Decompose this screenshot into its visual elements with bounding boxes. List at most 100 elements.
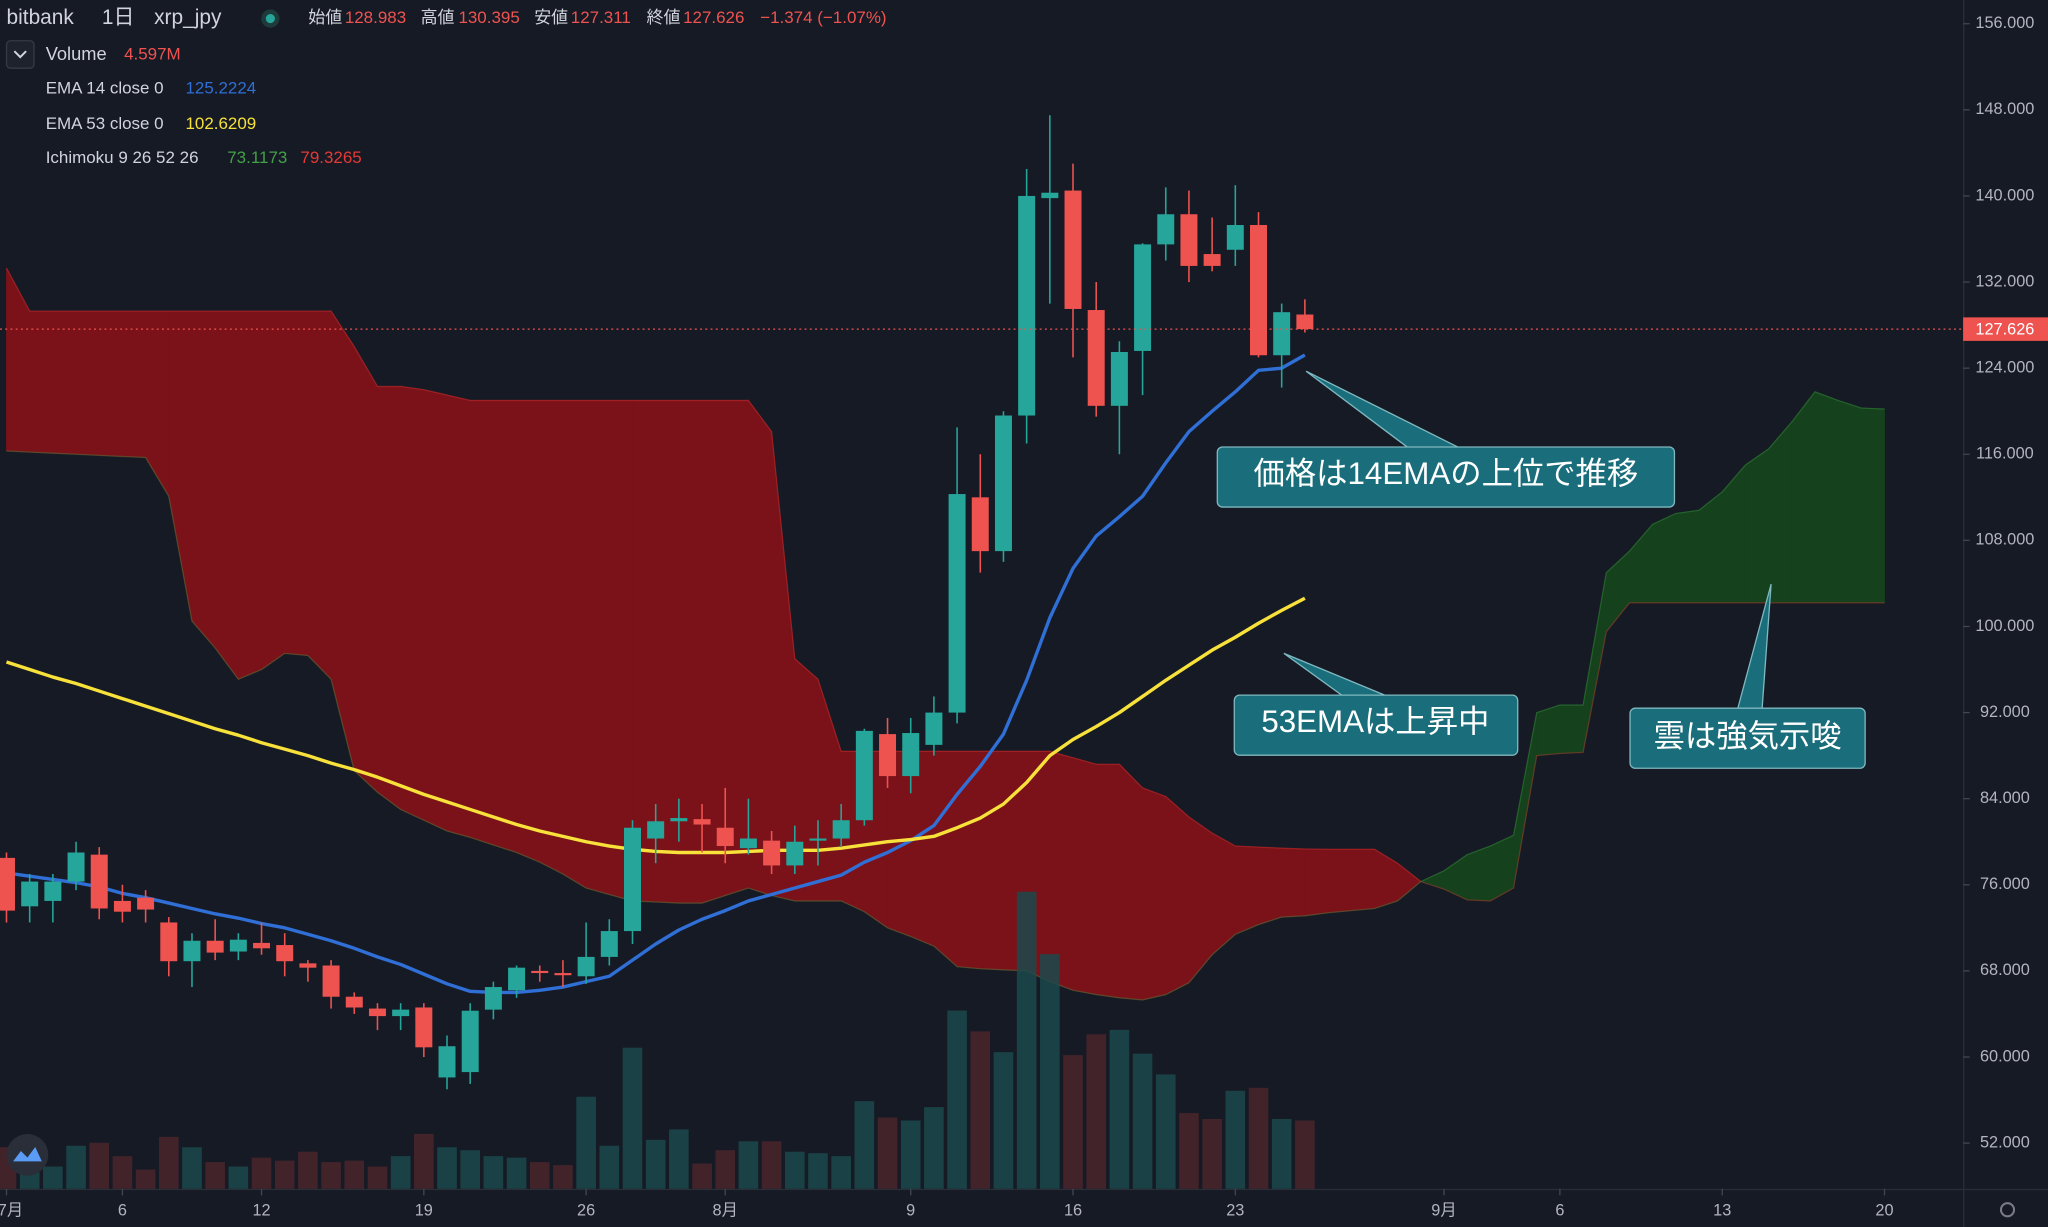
- volume-bar: [669, 1129, 689, 1189]
- ichimoku-line: [6, 391, 1885, 1001]
- cloud-segment: [585, 400, 610, 895]
- cloud-segment: [1188, 816, 1213, 984]
- cloud-segment: [1652, 512, 1677, 604]
- y-tick-label: 60.000: [1980, 1047, 2030, 1065]
- cloud-segment: [261, 310, 286, 671]
- volume-bar: [251, 1157, 272, 1189]
- x-tick-label: 7月: [0, 1201, 23, 1219]
- cloud-segment: [1072, 757, 1097, 996]
- cloud-segment: [353, 345, 378, 794]
- cloud-segment: [1327, 848, 1352, 914]
- cloud-segment: [423, 389, 448, 832]
- candle-body: [1296, 314, 1314, 330]
- volume-bar: [228, 1166, 249, 1189]
- volume-bar: [274, 1160, 295, 1189]
- volume-bar: [390, 1156, 411, 1189]
- x-tick-label: 6: [118, 1201, 127, 1219]
- close-label: 終値: [647, 8, 681, 27]
- cloud-segment: [1860, 407, 1885, 604]
- candle-body: [948, 494, 966, 713]
- symbol: xrp_jpy: [154, 6, 222, 29]
- callout: 価格は14EMAの上位で推移: [1216, 370, 1676, 508]
- volume-bar: [66, 1145, 86, 1189]
- candle-body: [809, 838, 827, 841]
- collapse-button[interactable]: [5, 40, 35, 69]
- candle-body: [531, 970, 549, 974]
- settings-icon[interactable]: [1999, 1202, 2016, 1218]
- legend: Volume 4.597M EMA 14 close 0 125.2224 EM…: [5, 40, 362, 167]
- candle-body: [322, 965, 340, 997]
- candle-body: [832, 820, 850, 839]
- cloud-segment: [562, 400, 587, 889]
- callout-box: [1216, 446, 1676, 508]
- candle-body: [299, 963, 317, 968]
- candle-body: [739, 838, 757, 849]
- legend-value: 4.597M: [124, 45, 181, 64]
- candle-body: [925, 712, 943, 745]
- low-label: 安値: [534, 8, 568, 27]
- last-price-tag: [1963, 317, 2048, 341]
- candle-body: [253, 942, 271, 949]
- legend-label: Volume: [46, 43, 107, 64]
- cloud-segment: [748, 399, 772, 897]
- candle-body: [1041, 192, 1059, 199]
- legend-value: 125.2224: [185, 79, 256, 98]
- logo-button[interactable]: [6, 1133, 49, 1176]
- candle-body: [229, 939, 247, 952]
- candle-body: [716, 827, 734, 847]
- volume-bar: [1109, 1029, 1130, 1189]
- candle-body: [21, 881, 39, 907]
- x-tick-label: 6: [1555, 1201, 1564, 1219]
- cloud-segment: [1118, 763, 1143, 1001]
- volume-bar: [576, 1096, 596, 1189]
- callout: 53EMAは上昇中: [1233, 652, 1519, 756]
- legend-value: 73.1173: [227, 148, 287, 167]
- volume-bar: [182, 1147, 202, 1189]
- candle-body: [693, 819, 711, 825]
- volume-bar: [1271, 1119, 1292, 1189]
- candle-body: [484, 987, 502, 1010]
- callout-text: 雲は強気示唆: [1654, 719, 1842, 754]
- volume-bar: [205, 1162, 225, 1189]
- callout-text: 価格は14EMAの上位で推移: [1254, 456, 1639, 491]
- volume-bar: [1132, 1053, 1153, 1189]
- volume-bar: [715, 1150, 736, 1189]
- cloud-segment: [75, 310, 100, 456]
- candle-body: [44, 881, 62, 901]
- volume-bar: [738, 1141, 759, 1189]
- high-value: 130.395: [458, 8, 519, 27]
- candle-body: [577, 956, 595, 977]
- y-tick-label: 132.000: [1975, 272, 2034, 290]
- cloud-segment: [307, 310, 332, 681]
- cloud-segment: [1281, 847, 1306, 918]
- volume-bar: [529, 1162, 550, 1189]
- candle-body: [392, 1009, 410, 1017]
- legend-label: EMA 14 close 0: [46, 79, 164, 98]
- callout: 雲は強気示唆: [1629, 583, 1866, 769]
- volume-bar: [437, 1147, 457, 1189]
- volume-bar: [1040, 954, 1060, 1189]
- low-value: 127.311: [571, 8, 631, 27]
- volume-bar: [1225, 1090, 1246, 1189]
- high-label: 高値: [421, 8, 455, 27]
- y-tick-label: 148.000: [1975, 100, 2034, 118]
- volume-bar: [158, 1136, 179, 1189]
- y-tick-label: 116.000: [1976, 445, 2034, 463]
- volume-bar: [1202, 1119, 1222, 1189]
- volume-bar: [900, 1120, 921, 1189]
- logo-icon: [13, 1147, 42, 1162]
- cloud-segment: [469, 400, 494, 846]
- legend-value: 79.3265: [300, 148, 361, 167]
- volume-bar: [135, 1169, 156, 1189]
- volume-bar: [553, 1165, 573, 1189]
- candle-body: [624, 827, 641, 932]
- y-tick-label: 156.000: [1975, 14, 2034, 32]
- cloud-segment: [377, 386, 402, 811]
- candle-body: [1250, 225, 1267, 356]
- collapse-icon: [13, 50, 27, 59]
- cloud-segment: [979, 750, 1004, 971]
- candle-body: [461, 1010, 479, 1073]
- cloud-segment: [678, 400, 703, 904]
- cloud-segment: [516, 400, 541, 863]
- y-tick-label: 124.000: [1975, 358, 2034, 376]
